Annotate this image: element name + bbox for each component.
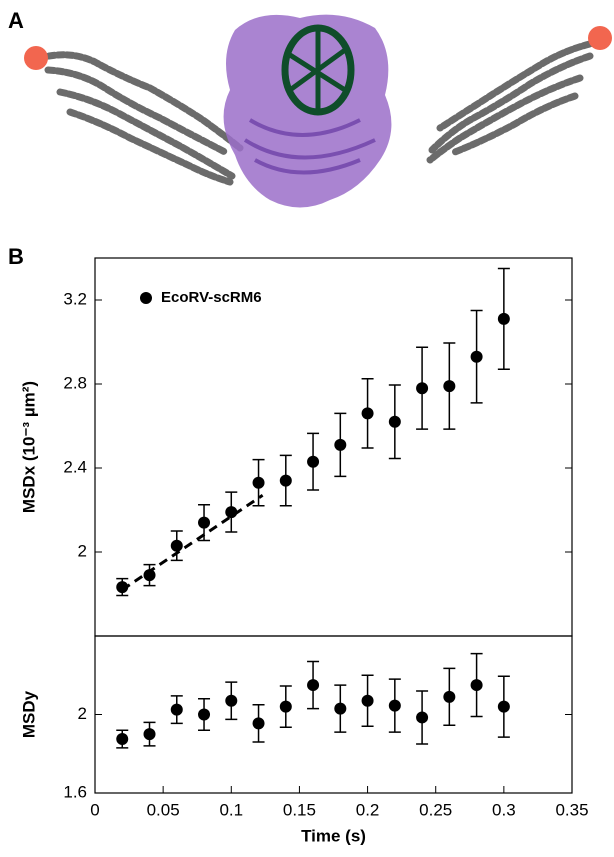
point <box>307 455 320 468</box>
point <box>497 312 510 325</box>
y-axis-label: MSDx (10⁻³ µm²) <box>19 381 38 513</box>
x-tick-label: 0.05 <box>147 800 180 819</box>
point <box>470 679 483 692</box>
bead <box>588 26 612 50</box>
point <box>388 699 401 712</box>
point <box>225 506 238 519</box>
point <box>307 679 320 692</box>
point <box>416 711 429 724</box>
y-axis-label: MSDy <box>19 690 38 738</box>
point <box>116 581 129 594</box>
x-tick-label: 0 <box>90 800 99 819</box>
fit-line <box>121 494 264 592</box>
point <box>470 350 483 363</box>
point <box>388 415 401 428</box>
point <box>334 702 347 715</box>
bead <box>24 46 48 70</box>
point <box>416 382 429 395</box>
x-tick-label: 0.3 <box>492 800 516 819</box>
point <box>170 703 183 716</box>
point <box>279 700 292 713</box>
point <box>143 728 156 741</box>
x-tick-label: 0.2 <box>356 800 380 819</box>
panel-label: B <box>8 244 24 269</box>
left-helices <box>36 51 244 186</box>
panel-label: A <box>8 8 24 33</box>
y-tick-label: 2.8 <box>63 373 87 392</box>
y-tick-label: 2 <box>78 541 87 560</box>
point <box>225 694 238 707</box>
point <box>116 733 129 746</box>
x-tick-label: 0.35 <box>555 800 588 819</box>
y-tick-label: 2.4 <box>63 457 87 476</box>
point <box>198 708 211 721</box>
legend-label: EcoRV-scRM6 <box>161 289 262 306</box>
point <box>443 690 456 703</box>
protein-structure <box>24 14 612 208</box>
legend-marker <box>140 292 152 304</box>
point <box>252 717 265 730</box>
x-axis-label: Time (s) <box>301 826 366 845</box>
plot-frame <box>94 635 573 794</box>
y-tick-label: 1.6 <box>63 782 87 801</box>
right-helices <box>426 38 602 164</box>
point <box>443 380 456 393</box>
point <box>334 438 347 451</box>
y-tick-label: 3.2 <box>63 289 87 308</box>
dna-bases <box>288 30 347 110</box>
x-tick-label: 0.25 <box>419 800 452 819</box>
point <box>279 474 292 487</box>
x-tick-label: 0.1 <box>219 800 243 819</box>
dna <box>281 24 355 116</box>
point <box>361 694 374 707</box>
x-tick-label: 0.15 <box>283 800 316 819</box>
point <box>198 516 211 529</box>
y-tick-label: 2 <box>78 704 87 723</box>
point <box>497 700 510 713</box>
protein-sheets <box>243 118 376 175</box>
point <box>361 407 374 420</box>
point <box>170 539 183 552</box>
point <box>252 476 265 489</box>
